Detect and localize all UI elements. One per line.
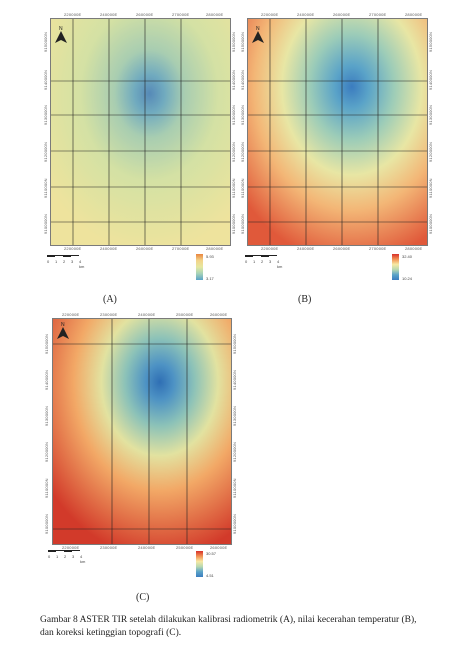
x-tick-bottom: 220000E: [261, 246, 279, 251]
y-tick: 9110000N: [240, 178, 245, 198]
x-tick-bottom: 280000E: [405, 246, 423, 251]
x-tick-top: 240000E: [100, 12, 118, 17]
y-tick-right: 9120000N: [428, 141, 433, 162]
legend-max: 30.57: [206, 551, 217, 556]
map-a-grid: [51, 19, 230, 245]
y-tick: 9120000N: [44, 441, 49, 462]
x-tick-bottom: 240000E: [100, 246, 118, 251]
legend-max: 5.93: [206, 254, 214, 259]
y-tick: 9100000N: [44, 513, 49, 534]
y-tick: 9130000N: [43, 104, 48, 125]
y-tick-right: 9100000N: [428, 213, 433, 234]
x-tick-bottom: 260000E: [210, 545, 228, 550]
scale-bar: 0 1 2 3 4 km: [48, 550, 88, 564]
legend-ramp: [196, 254, 203, 280]
y-tick: 9120000N: [43, 141, 48, 162]
x-tick-bottom: 270000E: [369, 246, 387, 251]
map-c-grid: [53, 319, 231, 544]
x-tick-top: 250000E: [176, 312, 194, 317]
x-tick-top: 230000E: [100, 312, 118, 317]
map-c-frame: N: [52, 318, 232, 545]
north-arrow-icon: N: [57, 322, 69, 339]
x-tick-bottom: 220000E: [64, 246, 82, 251]
x-tick-top: 240000E: [297, 12, 315, 17]
y-tick-right: 9110000N: [428, 178, 433, 198]
map-panel-b: N 220000E 240000E 260000E 270000E 280000…: [235, 0, 466, 305]
x-tick-top: 240000E: [138, 312, 156, 317]
panel-label-a: (A): [103, 294, 117, 305]
north-arrow-icon: N: [55, 26, 67, 43]
scale-bar: 0 1 2 3 4 km: [245, 255, 285, 269]
x-tick-top: 220000E: [261, 12, 279, 17]
y-tick-right: 9140000N: [428, 69, 433, 90]
y-tick: 9120000N: [240, 141, 245, 162]
y-tick: 9130000N: [240, 104, 245, 125]
y-tick: 9100000N: [43, 213, 48, 234]
x-tick-bottom: 240000E: [297, 246, 315, 251]
y-tick: 9140000N: [44, 369, 49, 390]
map-c-raster: [53, 319, 231, 544]
legend-ramp: [196, 551, 203, 577]
x-tick-bottom: 260000E: [333, 246, 351, 251]
map-b-frame: N: [247, 18, 428, 246]
y-tick: 9150000N: [43, 31, 48, 52]
x-tick-top: 260000E: [210, 312, 228, 317]
y-tick: 9150000N: [44, 333, 49, 354]
y-tick: 9100000N: [240, 213, 245, 234]
panel-label-c: (C): [136, 592, 150, 603]
north-arrow-icon: N: [252, 26, 264, 43]
x-tick-top: 280000E: [206, 12, 224, 17]
legend-min: 10.24: [402, 276, 413, 281]
x-tick-bottom: 270000E: [172, 246, 190, 251]
panel-label-b: (B): [298, 294, 312, 305]
y-tick: 9110000N: [43, 178, 48, 198]
x-tick-top: 270000E: [172, 12, 190, 17]
y-tick-right: 9140000N: [232, 369, 237, 390]
y-tick-right: 9150000N: [428, 31, 433, 52]
y-tick-right: 9120000N: [232, 441, 237, 462]
y-tick: 9140000N: [43, 69, 48, 90]
x-tick-bottom: 280000E: [206, 246, 224, 251]
map-a-frame: N: [50, 18, 231, 246]
map-a-raster: [51, 19, 230, 245]
y-tick: 9130000N: [44, 405, 49, 426]
x-tick-bottom: 240000E: [138, 545, 156, 550]
legend-max: 32.40: [402, 254, 413, 259]
legend-min: 4.51: [206, 573, 214, 578]
figure-caption: Gambar 8 ASTER TIR setelah dilakukan kal…: [40, 615, 417, 638]
x-tick-top: 220000E: [62, 312, 80, 317]
legend-min: 3.17: [206, 276, 214, 281]
x-tick-bottom: 250000E: [176, 545, 194, 550]
x-tick-top: 260000E: [136, 12, 154, 17]
x-tick-top: 280000E: [405, 12, 423, 17]
y-tick-right: 9130000N: [428, 104, 433, 125]
y-tick-right: 9150000N: [232, 333, 237, 354]
y-tick-right: 9130000N: [232, 405, 237, 426]
map-panel-c: N 220000E 230000E 240000E 250000E 260000…: [0, 308, 240, 608]
legend-ramp: [392, 254, 399, 280]
y-tick: 9150000N: [240, 31, 245, 52]
y-tick: 9110000N: [44, 478, 49, 498]
map-b-grid: [248, 19, 427, 245]
x-tick-top: 260000E: [333, 12, 351, 17]
y-tick: 9140000N: [240, 69, 245, 90]
y-tick-right: 9100000N: [232, 513, 237, 534]
map-b-raster: [248, 19, 427, 245]
x-tick-top: 270000E: [369, 12, 387, 17]
x-tick-bottom: 230000E: [100, 545, 118, 550]
x-tick-bottom: 220000E: [62, 545, 80, 550]
x-tick-bottom: 260000E: [136, 246, 154, 251]
x-tick-top: 220000E: [64, 12, 82, 17]
scale-bar: 0 1 2 3 4 km: [47, 255, 87, 269]
y-tick-right: 9110000N: [232, 478, 237, 498]
map-panel-a: N 220000E 240000E 260000E 270000E 280000…: [0, 0, 236, 305]
